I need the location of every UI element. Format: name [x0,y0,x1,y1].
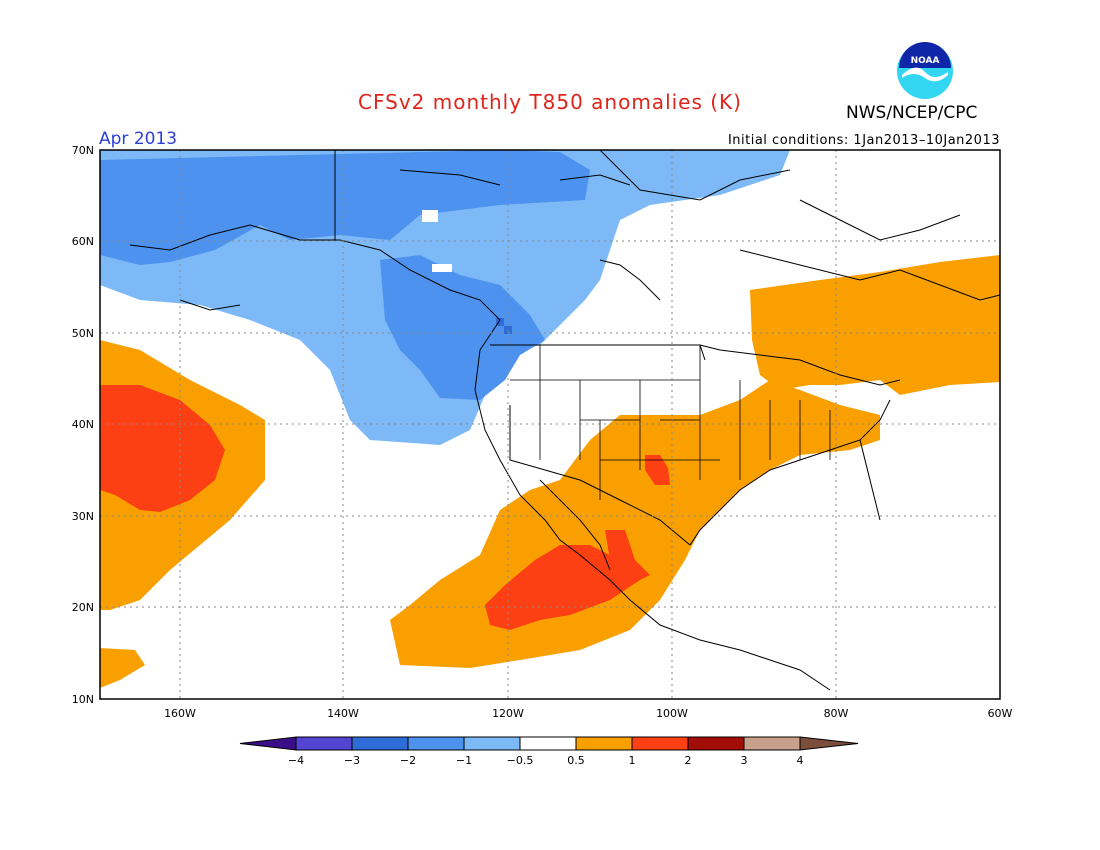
colorbar-bin [351,736,409,751]
warm-anomaly-north-america [390,255,1000,668]
colorbar-label: 0.5 [567,754,585,767]
initial-conditions: Initial conditions: 1Jan2013–10Jan2013 [727,133,1000,148]
latitude-labels: 70N 60N 50N 40N 30N 20N 10N [72,144,94,706]
colorbar-labels: −4 −3 −2 −1 −0.5 0.5 1 2 3 4 [288,754,804,767]
colorbar-bin [631,736,689,751]
colorbar-bin [295,736,353,751]
colorbar-label: −4 [288,754,304,767]
colorbar-label: 3 [741,754,748,767]
warm-anomaly-pacific [100,340,265,688]
chart-title: CFSv2 monthly T850 anomalies (K) [358,90,742,114]
lat-label: 70N [72,144,94,157]
agency-label: NWS/NCEP/CPC [846,103,978,123]
map-gridlines [100,150,1000,699]
map-frame [99,149,1001,700]
state-borders [510,345,831,500]
colorbar-label: 1 [629,754,636,767]
colorbar-bin [519,736,577,751]
colorbar-arrow-right [799,736,859,751]
lat-label: 30N [72,510,94,523]
lon-label: 100W [656,707,688,720]
noaa-logo-icon: NOAA [897,42,953,99]
colorbar-label: 4 [797,754,804,767]
forecast-month: Apr 2013 [99,129,178,149]
lat-label: 20N [72,601,94,614]
svg-text:NOAA: NOAA [911,56,940,66]
lat-label: 50N [72,327,94,340]
colorbar-label: −2 [400,754,416,767]
colorbar-bin [463,736,521,751]
colorbar-bin [743,736,801,751]
colorbar-label: −1 [456,754,472,767]
longitude-labels: 160W 140W 120W 100W 80W 60W [164,707,1012,720]
lon-label: 60W [988,707,1013,720]
lat-label: 40N [72,418,94,431]
lat-label: 60N [72,235,94,248]
colorbar-label: 2 [685,754,692,767]
colorbar-label: −0.5 [507,754,534,767]
cold-anomaly-region [100,150,790,445]
colorbar-bin [575,736,633,751]
colorbar-label: −3 [344,754,360,767]
colorbar-bin [687,736,745,751]
lon-label: 80W [824,707,849,720]
colorbar-bin [407,736,465,751]
lon-label: 140W [327,707,359,720]
lon-label: 120W [492,707,524,720]
lon-label: 160W [164,707,196,720]
lat-label: 10N [72,693,94,706]
colorbar-arrow-left [239,736,297,751]
